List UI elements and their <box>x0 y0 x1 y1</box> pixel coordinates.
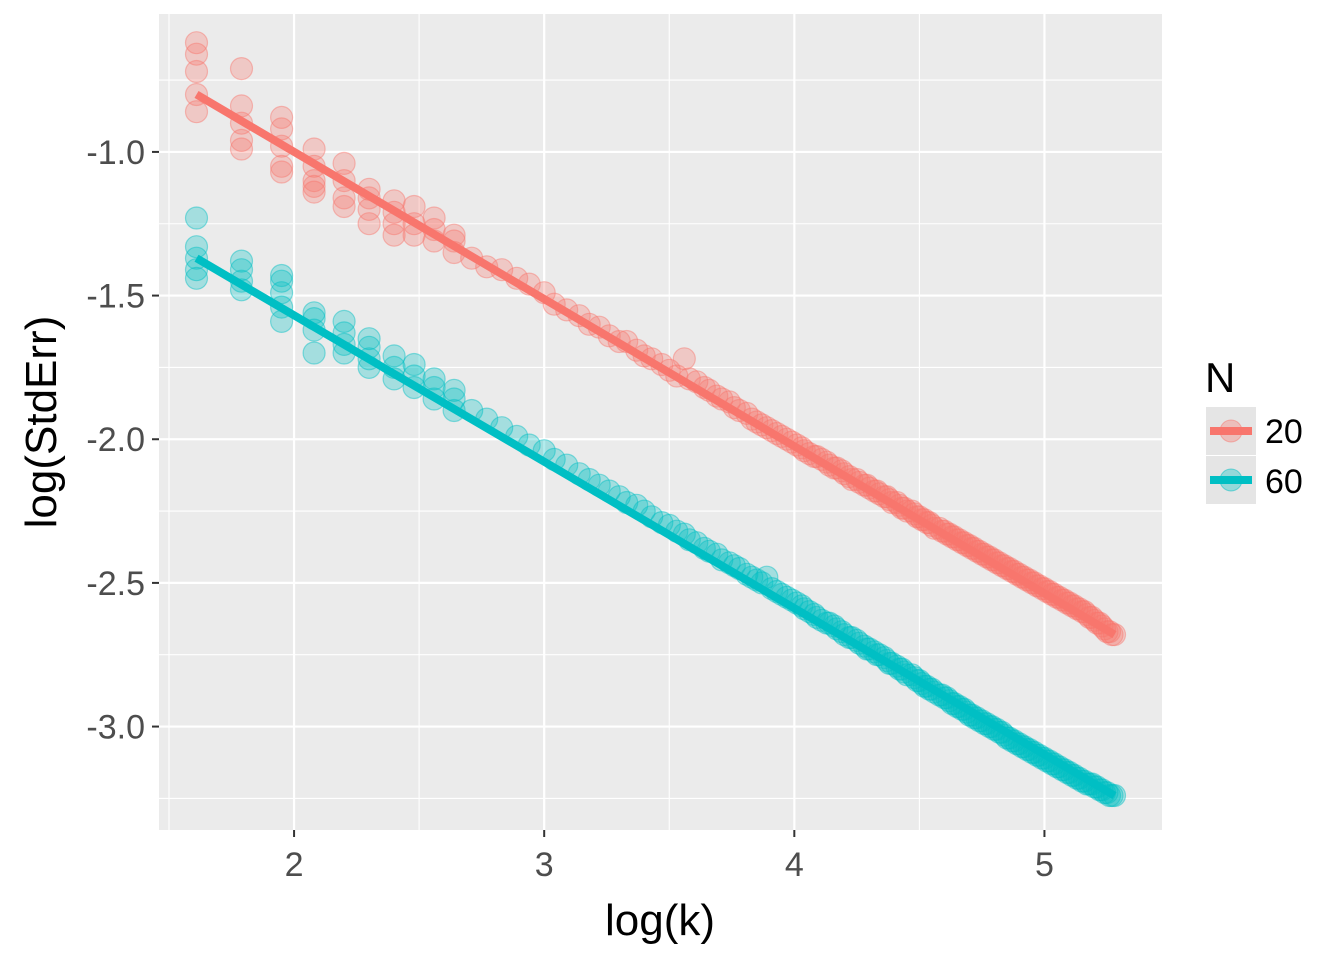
data-point <box>270 263 294 288</box>
legend-title: N <box>1205 354 1235 401</box>
x-tick-label: 2 <box>285 846 304 884</box>
grid-minor <box>159 14 1162 830</box>
data-point <box>184 59 209 84</box>
legend-key-60 <box>1206 456 1256 504</box>
data-point <box>402 352 426 377</box>
data-point <box>302 341 326 365</box>
data-point <box>229 249 254 273</box>
data-point <box>332 194 356 219</box>
data-point <box>184 235 209 259</box>
data-point <box>270 269 294 293</box>
data-point <box>357 212 381 236</box>
data-point <box>302 174 326 198</box>
y-axis-title: log(StdErr) <box>17 316 66 529</box>
legend-key-20 <box>1206 407 1256 455</box>
data-point <box>184 31 209 55</box>
y-tick-label: -2.5 <box>86 565 145 603</box>
data-point <box>229 56 254 81</box>
data-point <box>184 206 209 230</box>
data-point <box>332 186 356 210</box>
data-point <box>402 194 426 219</box>
x-tick-label: 5 <box>1035 846 1054 884</box>
legend: N 20 60 <box>1205 354 1303 504</box>
y-axis: -1.0 -1.5 -2.0 -2.5 -3.0 <box>86 134 159 747</box>
data-point <box>270 154 294 178</box>
data-point <box>332 309 356 333</box>
fit-line-60 <box>194 254 1117 799</box>
legend-label-20: 20 <box>1265 413 1303 451</box>
x-axis: 2 3 4 5 <box>285 830 1054 884</box>
data-point <box>442 378 466 402</box>
data-point <box>382 344 406 368</box>
x-tick-label: 3 <box>535 846 554 884</box>
data-point <box>422 367 446 391</box>
y-tick-label: -2.0 <box>86 421 145 459</box>
legend-label-60: 60 <box>1265 463 1303 501</box>
data-point <box>184 100 209 124</box>
plot-panel <box>159 14 1162 830</box>
y-tick-label: -3.0 <box>86 709 145 747</box>
data-point <box>332 151 356 175</box>
data-point <box>184 266 209 290</box>
legend-key-point-20 <box>1219 419 1243 443</box>
data-point <box>302 180 326 204</box>
data-point <box>302 169 326 193</box>
x-axis-title: log(k) <box>605 896 715 945</box>
x-tick-label: 4 <box>785 846 804 884</box>
data-point <box>229 137 254 161</box>
data-point <box>229 128 254 152</box>
data-point <box>422 206 446 230</box>
fit-line-20 <box>194 91 1117 639</box>
data-point <box>270 160 294 184</box>
series-layer <box>184 31 1127 808</box>
data-point <box>672 347 696 371</box>
y-tick-label: -1.5 <box>86 278 145 316</box>
data-point <box>357 327 381 351</box>
data-point <box>184 42 209 66</box>
y-tick-label: -1.0 <box>86 134 145 172</box>
data-point <box>270 105 294 130</box>
data-point <box>382 223 406 247</box>
legend-key-point-60 <box>1219 468 1243 492</box>
